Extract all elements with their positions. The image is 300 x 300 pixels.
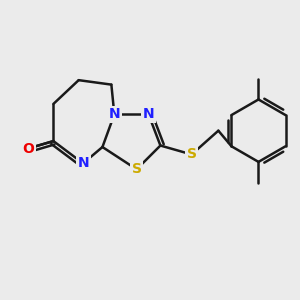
Text: S: S: [187, 148, 196, 161]
Text: O: O: [22, 142, 34, 155]
Text: S: S: [132, 162, 142, 176]
Text: N: N: [109, 107, 120, 121]
Text: N: N: [143, 107, 154, 121]
Text: N: N: [77, 156, 89, 170]
